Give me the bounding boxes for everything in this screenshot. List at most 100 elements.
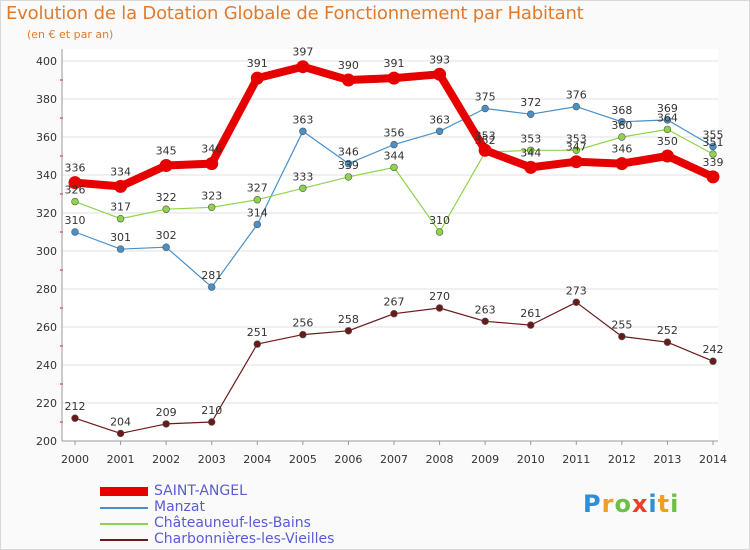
data-label: 391 [384, 57, 405, 70]
data-label: 281 [201, 269, 222, 282]
data-label: 390 [338, 59, 359, 72]
legend-label: Manzat [154, 499, 205, 515]
data-point [387, 71, 401, 85]
x-tick-label: 2012 [608, 453, 636, 466]
data-label: 347 [566, 141, 587, 154]
logo-letter: o [614, 490, 632, 518]
data-point [344, 173, 353, 181]
data-label: 346 [201, 143, 222, 156]
data-point [618, 332, 626, 341]
data-point [253, 196, 261, 204]
data-point [706, 170, 720, 184]
data-point [663, 125, 672, 134]
data-point [68, 176, 82, 190]
data-label: 376 [566, 89, 587, 102]
y-tick-label: 200 [36, 435, 57, 448]
x-tick-label: 2004 [243, 453, 271, 466]
y-tick-label: 340 [36, 169, 57, 182]
y-tick-label: 260 [36, 321, 57, 334]
data-point [299, 184, 307, 193]
data-point [527, 110, 535, 118]
data-label: 256 [292, 317, 313, 330]
data-label: 369 [657, 102, 678, 115]
plot-area [62, 49, 718, 441]
data-label: 344 [384, 149, 405, 162]
data-point [433, 67, 447, 81]
data-point [159, 159, 173, 172]
x-tick-label: 2008 [426, 453, 454, 466]
data-point [253, 340, 261, 348]
data-label: 336 [65, 162, 86, 175]
axes [60, 49, 718, 445]
data-label: 352 [475, 134, 496, 147]
data-point [709, 142, 717, 151]
series-charbonni-res-les-vieilles [71, 298, 717, 438]
legend-item: Châteauneuf-les-Bains [100, 515, 430, 532]
data-point [478, 143, 492, 157]
data-point [296, 60, 310, 74]
data-label: 267 [384, 296, 405, 309]
data-label: 360 [611, 119, 632, 132]
data-point [299, 127, 307, 136]
data-point [299, 330, 307, 339]
data-point [481, 104, 489, 113]
data-label: 339 [338, 159, 359, 172]
data-label: 346 [338, 146, 359, 159]
data-label: 317 [110, 201, 131, 214]
data-point [208, 418, 216, 426]
y-tick-label: 320 [36, 207, 57, 220]
data-label: 356 [384, 127, 405, 140]
data-label: 363 [429, 113, 450, 126]
logo-letter: P [583, 490, 602, 518]
data-label: 242 [703, 343, 724, 356]
data-label: 364 [657, 111, 678, 124]
data-point [572, 146, 580, 155]
data-label: 339 [703, 156, 724, 169]
data-point [435, 304, 444, 312]
data-label: 344 [520, 146, 541, 159]
data-point [572, 102, 580, 111]
series-group [68, 60, 720, 438]
legend-swatch [100, 539, 148, 541]
x-tick-label: 2002 [152, 453, 180, 466]
series-saint-angel [68, 60, 720, 193]
data-label: 345 [156, 145, 177, 158]
data-point [709, 357, 717, 365]
data-point [344, 159, 353, 168]
data-point [618, 118, 626, 126]
data-label: 210 [201, 404, 222, 417]
data-label: 261 [520, 307, 541, 320]
data-point [341, 73, 355, 87]
data-label: 355 [703, 129, 724, 142]
data-point [71, 197, 79, 206]
data-label: 310 [65, 214, 86, 227]
legend-swatch [100, 487, 148, 496]
data-label: 273 [566, 284, 587, 297]
data-point [527, 146, 535, 155]
logo-letter: r [601, 490, 615, 518]
chart-title: Evolution de la Dotation Globale de Fonc… [6, 3, 584, 24]
data-point [618, 133, 626, 141]
data-point [660, 149, 674, 163]
data-label: 251 [247, 326, 268, 339]
data-label: 363 [292, 113, 313, 126]
x-tick-label: 2005 [289, 453, 317, 466]
data-point [709, 150, 717, 158]
data-labels: 310 301 302 281 314 363 346 356 363 375 372 376 368 3… [65, 46, 724, 429]
data-label: 322 [156, 191, 177, 204]
legend-swatch [100, 523, 148, 525]
data-point [435, 127, 444, 136]
series-manzat [71, 102, 717, 291]
data-label: 334 [110, 165, 131, 178]
x-tick-label: 2000 [61, 453, 89, 466]
y-tick-label: 240 [36, 359, 57, 372]
data-point [116, 429, 125, 438]
y-tick-label: 360 [36, 131, 57, 144]
data-label: 397 [292, 46, 313, 59]
data-label: 326 [65, 184, 86, 197]
x-tick-label: 2011 [562, 453, 590, 466]
proxiti-logo: Proxiti [583, 490, 679, 518]
data-point [116, 215, 125, 223]
x-tick-label: 2010 [517, 453, 545, 466]
